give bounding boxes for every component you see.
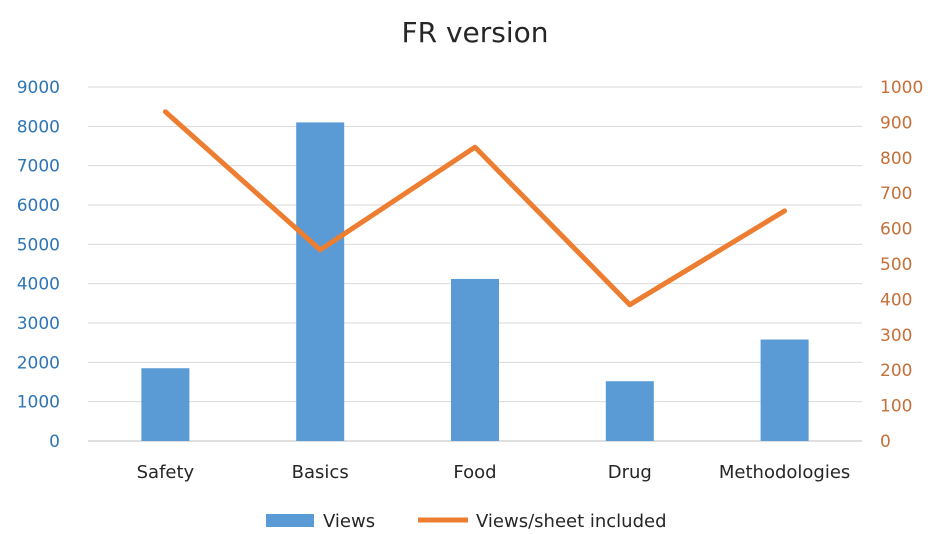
bar-views-safety xyxy=(141,368,190,441)
category-label: Basics xyxy=(292,462,349,483)
right-y-tick-label: 500 xyxy=(880,255,912,275)
left-y-tick-label: 7000 xyxy=(17,157,60,177)
left-y-tick-label: 4000 xyxy=(17,275,60,295)
category-label: Drug xyxy=(608,462,652,483)
right-y-tick-label: 400 xyxy=(880,290,912,310)
legend: Views Views/sheet included xyxy=(266,511,667,532)
category-label: Safety xyxy=(137,462,195,483)
line-views-per-sheet xyxy=(162,109,788,308)
left-y-tick-label: 3000 xyxy=(17,314,60,334)
bar-series-views xyxy=(141,122,809,442)
left-y-tick-label: 2000 xyxy=(17,353,60,373)
right-y-tick-label: 100 xyxy=(880,397,912,417)
left-y-tick-label: 8000 xyxy=(17,117,60,137)
legend-label-views: Views xyxy=(323,511,375,532)
line-series-views-per-sheet xyxy=(162,109,788,308)
right-y-tick-label: 200 xyxy=(880,361,912,381)
category-axis: Safety Basics Food Drug Methodologies xyxy=(137,462,851,483)
bar-views-methodologies xyxy=(760,339,809,441)
left-y-tick-label: 0 xyxy=(49,432,60,452)
bar-views-food xyxy=(451,278,499,441)
legend-swatch-views xyxy=(266,514,314,527)
left-y-tick-label: 6000 xyxy=(17,196,60,216)
left-y-tick-label: 9000 xyxy=(17,78,60,98)
right-y-tick-label: 900 xyxy=(880,113,912,133)
left-y-axis: 0 1000 2000 3000 4000 5000 6000 7000 8000 9000 xyxy=(17,78,60,452)
right-y-tick-label: 600 xyxy=(880,220,912,240)
category-label: Methodologies xyxy=(719,462,850,483)
bar-views-basics xyxy=(296,122,345,442)
right-y-tick-label: 1000 xyxy=(880,78,923,98)
right-y-tick-label: 800 xyxy=(880,149,912,169)
right-y-tick-label: 0 xyxy=(880,432,891,452)
left-y-tick-label: 1000 xyxy=(17,393,60,413)
legend-label-views-per-sheet: Views/sheet included xyxy=(476,511,667,532)
category-label: Food xyxy=(453,462,496,483)
bar-views-drug xyxy=(605,381,654,441)
right-y-tick-label: 300 xyxy=(880,326,912,346)
right-y-axis: 0 100 200 300 400 500 600 700 800 900 1000 xyxy=(880,78,923,452)
left-y-tick-label: 5000 xyxy=(17,235,60,255)
chart-title: FR version xyxy=(401,16,548,49)
right-y-tick-label: 700 xyxy=(880,184,912,204)
